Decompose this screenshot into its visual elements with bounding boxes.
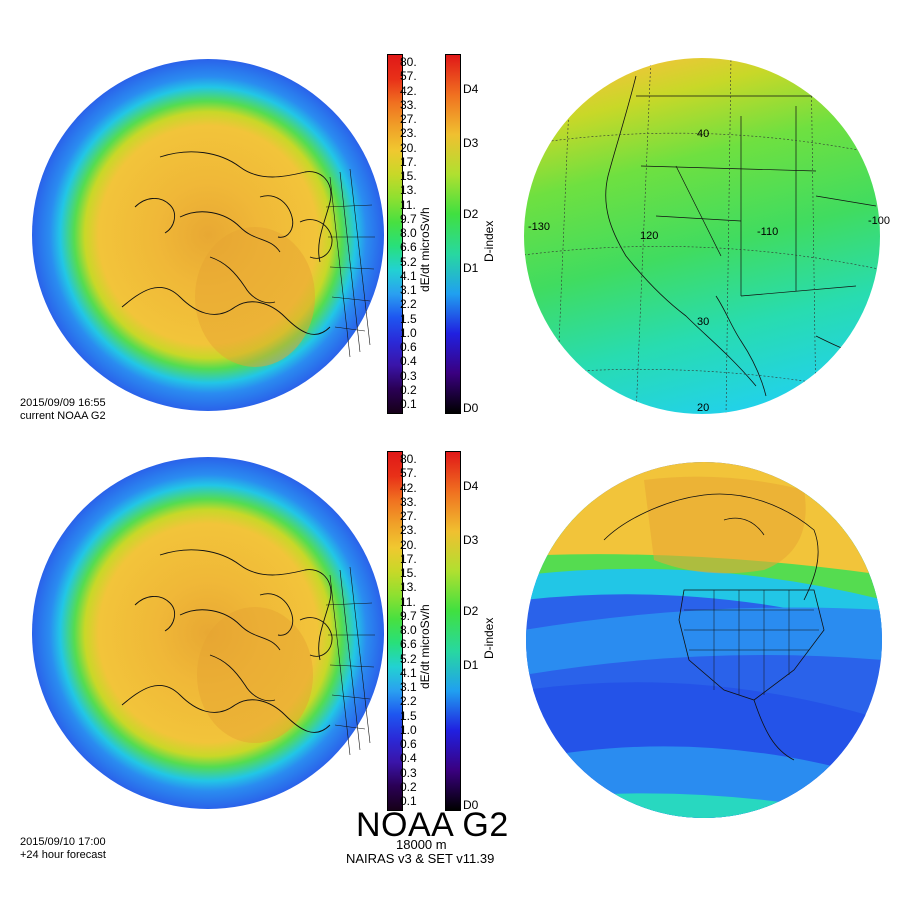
colorbar-tick-label: 6.6 — [400, 240, 417, 255]
dose-rate-axis-title: dE/dt microSv/h — [418, 207, 432, 292]
colorbar-tick-label: 11. — [400, 594, 416, 609]
colorbar-tick-label: 27. — [400, 509, 417, 523]
dose-rate-axis-title: dE/dt microSv/h — [418, 604, 432, 689]
colorbar-tick-label: 1.0 — [400, 722, 417, 737]
colorbar-tick-label: 4.1 — [400, 268, 417, 283]
colorbar-tick-label: 33. — [400, 97, 417, 112]
colorbar-tick-label: 2.2 — [400, 694, 417, 709]
timestamp: 2015/09/10 17:00 — [20, 836, 106, 848]
north-america-globe-forecast — [526, 462, 882, 818]
colorbar-tick-label: 4.1 — [400, 665, 417, 680]
dindex-tick-label: D4 — [463, 82, 479, 96]
colorbar-tick-label: 0.2 — [400, 779, 417, 794]
panel-stamp-current: 2015/09/09 16:55 current NOAA G2 — [20, 397, 106, 423]
caption: +24 hour forecast — [20, 849, 106, 861]
panel-stamp-forecast: 2015/09/10 17:00 +24 hour forecast — [20, 836, 106, 862]
coastline-outlines — [121, 549, 333, 733]
colorbar-tick-label: 57. — [400, 466, 417, 481]
colorbar-tick-label: 42. — [400, 83, 417, 98]
colorbar-tick-label: 9.7 — [400, 608, 417, 623]
colorbar-tick-label: 8.0 — [400, 623, 417, 637]
lon-label: -110 — [757, 226, 779, 238]
lat-label: 20 — [697, 402, 710, 414]
colorbar-tick-label: 5.2 — [400, 254, 417, 269]
colorbar-tick-label: 3.1 — [400, 680, 417, 694]
state-borders — [684, 590, 819, 695]
aurora-core — [197, 607, 313, 743]
dindex-tick-label: D1 — [463, 658, 479, 672]
dindex-tick-label: D0 — [463, 401, 479, 415]
colorbar-tick-label: 23. — [400, 126, 417, 141]
colorbar-tick-label: 15. — [400, 566, 417, 580]
dindex-tick-label: D1 — [463, 261, 479, 275]
colorbar-tick-label: 80. — [400, 55, 417, 69]
aurora-core — [195, 227, 315, 367]
colorbar-tick-label: 0.4 — [400, 751, 417, 766]
colorbar-tick-label: 0.3 — [400, 765, 417, 780]
polar-globe-current — [32, 59, 384, 411]
colorbar-tick-label: 9.7 — [400, 211, 417, 226]
dindex-tick-label: D2 — [463, 207, 479, 221]
dindex-tick-label: D3 — [463, 136, 479, 150]
graticule-grid — [325, 168, 375, 358]
colorbar-tick-label: 1.5 — [400, 708, 417, 723]
colorbar-tick-label: 0.6 — [400, 340, 417, 354]
colorbar-tick-label: 11. — [400, 197, 416, 212]
dindex-tick-label: D4 — [463, 479, 479, 493]
dose-rate-colorbar — [387, 54, 403, 414]
footer-model: NAIRAS v3 & SET v11.39 — [346, 851, 495, 866]
dindex-tick-label: D0 — [463, 798, 479, 812]
colorbar-tick-label: 23. — [400, 523, 417, 538]
colorbar-tick-label: 80. — [400, 452, 417, 466]
lat-label: 30 — [697, 316, 710, 328]
dindex-tick-label: D3 — [463, 533, 479, 547]
colorbar-tick-label: 42. — [400, 480, 417, 495]
colorbar-tick-label: 8.0 — [400, 226, 417, 240]
footer-altitude: 18000 m — [396, 837, 447, 852]
footer-title: NOAA G2 — [356, 806, 509, 844]
colorbar-tick-label: 0.2 — [400, 382, 417, 397]
dindex-axis-title: D-index — [482, 220, 496, 262]
colorbar-tick-label: 20. — [400, 140, 417, 155]
colorbar-tick-label: 2.2 — [400, 297, 417, 312]
timestamp: 2015/09/09 16:55 — [20, 397, 106, 409]
colorbar-tick-label: 3.1 — [400, 283, 417, 297]
colorbar-tick-label: 15. — [400, 169, 417, 183]
colorbar-tick-label: 5.2 — [400, 651, 417, 666]
graticule-grid — [325, 566, 375, 756]
colorbar-tick-label: 20. — [400, 537, 417, 552]
colorbar-tick-label: 0.1 — [400, 397, 417, 411]
dindex-axis-title: D-index — [482, 617, 496, 659]
coastline-outlines — [603, 493, 825, 761]
colorbar-tick-label: 57. — [400, 69, 417, 84]
regional-globe-current — [524, 58, 880, 414]
colorbar-tick-label: 13. — [400, 183, 417, 198]
colorbar-tick-label: 33. — [400, 494, 417, 509]
lon-label: -130 — [528, 221, 551, 233]
colorbar-tick-label: 6.6 — [400, 637, 417, 652]
colorbar-tick-label: 0.3 — [400, 368, 417, 383]
colorbar-tick-label: 0.4 — [400, 354, 417, 369]
colorbar-tick-label: 13. — [400, 580, 417, 595]
coastline-outlines — [121, 151, 333, 335]
polar-globe-forecast — [32, 457, 384, 809]
caption: current NOAA G2 — [20, 410, 106, 422]
colorbar-tick-label: 27. — [400, 112, 417, 126]
lat-label: 40 — [697, 128, 710, 140]
colorbar-tick-label: 0.6 — [400, 737, 417, 751]
colorbar-tick-label: 17. — [400, 551, 417, 566]
colorbar-tick-label: 1.5 — [400, 311, 417, 326]
colorbar-tick-label: 1.0 — [400, 325, 417, 340]
dose-rate-colorbar — [387, 451, 403, 811]
colorbar-tick-label: 17. — [400, 154, 417, 169]
colorbar-tick-label: 0.1 — [400, 794, 417, 808]
lon-label: 120 — [640, 230, 659, 242]
dindex-colorbar — [445, 54, 461, 414]
dindex-tick-label: D2 — [463, 604, 479, 618]
lon-label: -100 — [868, 215, 891, 227]
dindex-colorbar — [445, 451, 461, 811]
